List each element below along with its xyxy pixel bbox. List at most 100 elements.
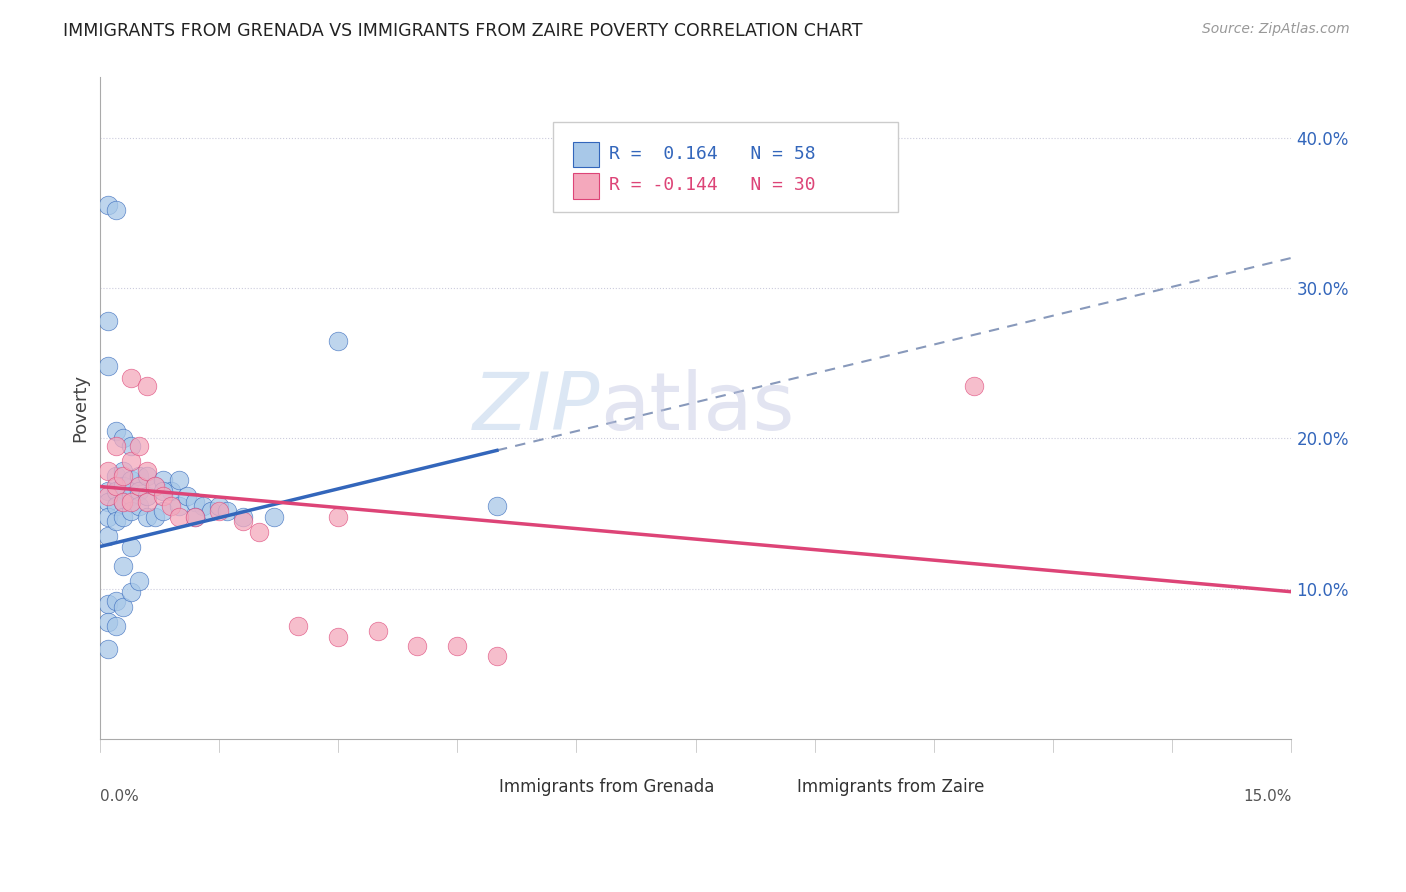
Text: R =  0.164   N = 58: R = 0.164 N = 58 — [609, 145, 815, 162]
Point — [112, 431, 135, 445]
Point — [120, 439, 142, 453]
Point — [191, 499, 214, 513]
Bar — [572, 173, 599, 199]
Point — [104, 469, 127, 483]
Point — [167, 474, 190, 488]
Text: Immigrants from Grenada: Immigrants from Grenada — [499, 779, 714, 797]
Point — [104, 514, 127, 528]
Point — [97, 488, 120, 502]
Point — [152, 483, 174, 498]
Point — [97, 314, 120, 328]
Point — [167, 499, 190, 513]
Point — [200, 503, 222, 517]
Point — [120, 494, 142, 508]
Point — [215, 503, 238, 517]
Point — [97, 615, 120, 629]
Point — [97, 198, 120, 212]
Point — [208, 503, 231, 517]
Point — [112, 509, 135, 524]
Point — [485, 499, 508, 513]
Point — [120, 488, 142, 502]
Point — [152, 474, 174, 488]
Point — [136, 509, 159, 524]
Point — [287, 619, 309, 633]
Text: IMMIGRANTS FROM GRENADA VS IMMIGRANTS FROM ZAIRE POVERTY CORRELATION CHART: IMMIGRANTS FROM GRENADA VS IMMIGRANTS FR… — [63, 22, 863, 40]
Point — [263, 509, 285, 524]
Point — [152, 503, 174, 517]
Text: R = -0.144   N = 30: R = -0.144 N = 30 — [609, 177, 815, 194]
Point — [97, 359, 120, 374]
Point — [97, 641, 120, 656]
Bar — [572, 142, 599, 167]
Point — [112, 494, 135, 508]
Point — [104, 594, 127, 608]
Point — [136, 488, 159, 502]
Point — [112, 599, 135, 614]
Point — [112, 559, 135, 574]
Point — [136, 378, 159, 392]
Point — [128, 439, 150, 453]
Point — [112, 465, 135, 479]
Point — [143, 479, 166, 493]
Point — [120, 540, 142, 554]
Point — [232, 514, 254, 528]
Point — [152, 488, 174, 502]
Point — [136, 469, 159, 483]
Point — [112, 469, 135, 483]
Point — [962, 378, 984, 392]
Y-axis label: Poverty: Poverty — [72, 375, 89, 442]
Text: atlas: atlas — [600, 369, 794, 447]
Point — [97, 483, 120, 498]
Point — [406, 639, 429, 653]
Point — [326, 509, 349, 524]
Point — [367, 624, 389, 638]
Point — [97, 529, 120, 543]
Point — [326, 630, 349, 644]
Point — [143, 479, 166, 493]
Point — [128, 469, 150, 483]
Point — [208, 499, 231, 513]
Point — [104, 619, 127, 633]
Point — [104, 424, 127, 438]
Point — [104, 439, 127, 453]
Point — [160, 483, 183, 498]
Point — [97, 509, 120, 524]
Point — [247, 524, 270, 539]
Point — [176, 488, 198, 502]
Text: 0.0%: 0.0% — [100, 789, 138, 804]
Point — [136, 494, 159, 508]
Point — [120, 584, 142, 599]
Point — [184, 509, 207, 524]
Point — [128, 574, 150, 589]
Point — [104, 479, 127, 493]
Point — [160, 499, 183, 513]
Bar — [463, 778, 489, 797]
Point — [485, 649, 508, 664]
Point — [184, 494, 207, 508]
Point — [184, 509, 207, 524]
Point — [232, 509, 254, 524]
Point — [446, 639, 468, 653]
Point — [97, 494, 120, 508]
Point — [104, 499, 127, 513]
Point — [120, 503, 142, 517]
Point — [97, 465, 120, 479]
Point — [120, 474, 142, 488]
Point — [128, 479, 150, 493]
Point — [97, 597, 120, 611]
Bar — [761, 778, 787, 797]
Point — [120, 371, 142, 385]
Point — [326, 334, 349, 348]
Point — [112, 479, 135, 493]
Point — [112, 494, 135, 508]
FancyBboxPatch shape — [553, 122, 898, 211]
Point — [136, 465, 159, 479]
Point — [128, 483, 150, 498]
Point — [120, 454, 142, 468]
Point — [104, 202, 127, 217]
Point — [128, 499, 150, 513]
Text: Source: ZipAtlas.com: Source: ZipAtlas.com — [1202, 22, 1350, 37]
Point — [143, 509, 166, 524]
Point — [167, 509, 190, 524]
Text: 15.0%: 15.0% — [1243, 789, 1292, 804]
